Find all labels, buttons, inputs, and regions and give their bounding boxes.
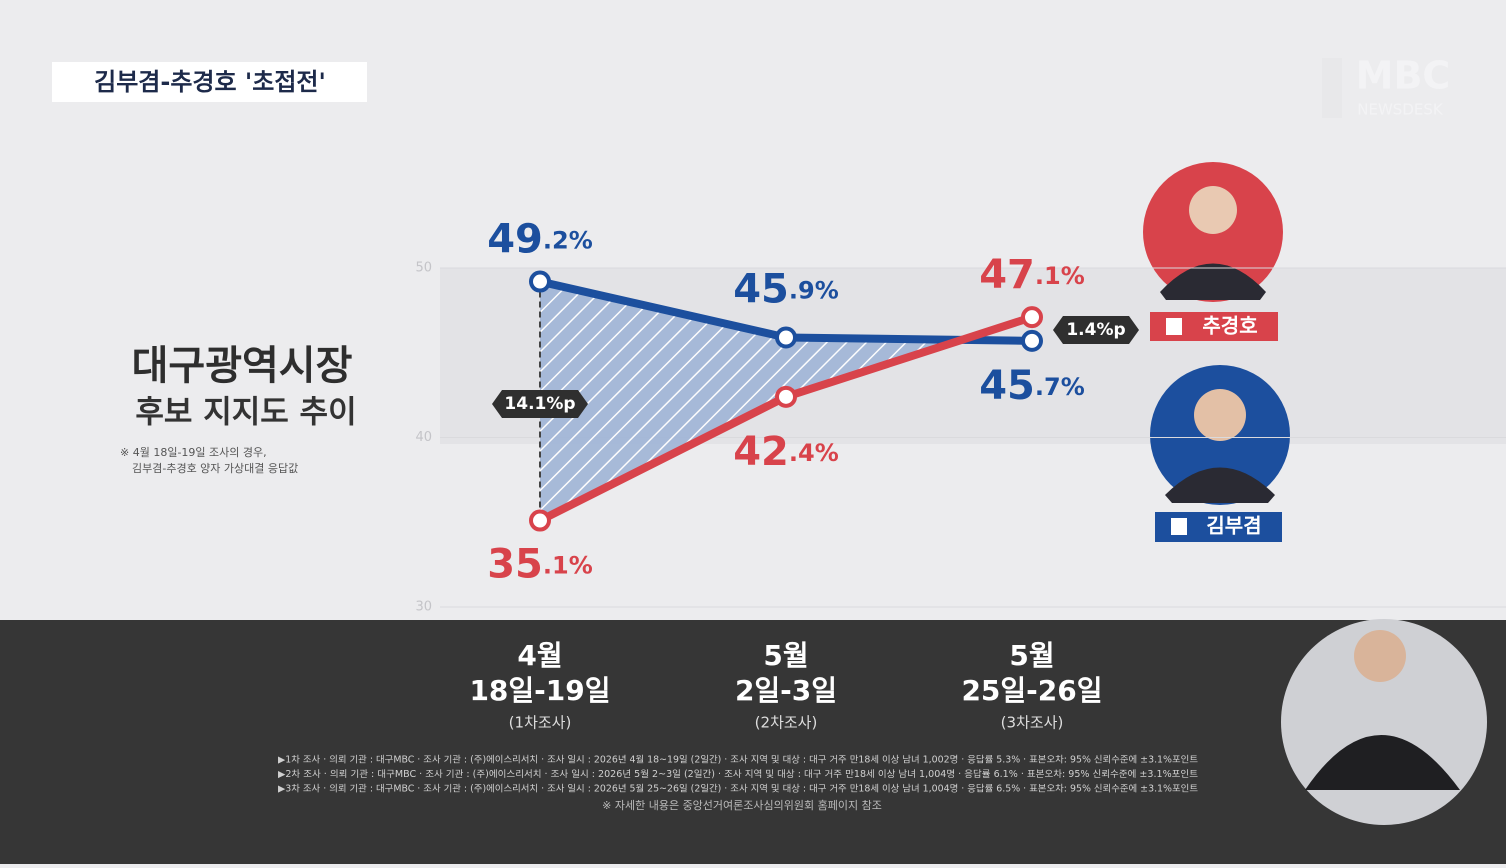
footer-line: ▶2차 조사 · 의뢰 기관 : 대구MBC · 조사 기관 : (주)에이스리… (278, 768, 1198, 780)
suit (1165, 467, 1275, 503)
footer-line: ▶3차 조사 · 의뢰 기관 : 대구MBC · 조사 기관 : (주)에이스리… (278, 783, 1198, 795)
value-label: 45.9% (733, 266, 839, 312)
x-tick-label: 4월 (517, 639, 562, 672)
chart-title: 대구광역시장 (132, 343, 353, 389)
party-icon (1166, 318, 1182, 335)
x-tick-label: 5월 (763, 639, 808, 672)
x-tick-round: (1차조사) (509, 714, 572, 732)
point (1021, 306, 1043, 329)
annotation: 14.1%p (504, 394, 575, 414)
x-tick-date: 18일-19일 (469, 674, 610, 707)
point (775, 326, 797, 349)
face (1194, 389, 1246, 441)
header-title: 김부겸-추경호 '초접전' (94, 68, 326, 96)
y-tick-label: 40 (415, 430, 432, 445)
footer: 4월18일-19일(1차조사)5월2일-3일(2차조사)5월25일-26일(3차… (278, 639, 1198, 812)
value-label: 42.4% (733, 429, 839, 475)
footer-note: ※ 자세한 내용은 중앙선거여론조사심의위원회 홈페이지 참조 (602, 798, 882, 812)
x-tick-label: 5월 (1009, 639, 1054, 672)
value-label: 35.1% (487, 542, 593, 588)
point (529, 270, 551, 293)
chart-subtitle: 후보 지지도 추이 (135, 395, 356, 431)
value-label: 49.2% (487, 217, 593, 263)
point (1021, 329, 1043, 352)
value-label: 45.7% (979, 363, 1085, 409)
footer-line: ▶1차 조사 · 의뢰 기관 : 대구MBC · 조사 기관 : (주)에이스리… (278, 754, 1198, 766)
interpreter-face (1354, 630, 1406, 682)
x-tick-round: (2차조사) (755, 714, 818, 732)
x-tick-date: 2일-3일 (735, 674, 837, 707)
point (775, 385, 797, 408)
annotation-box (492, 390, 588, 418)
point (529, 509, 551, 532)
note: ※ 4월 18일-19일 조사의 경우, (120, 445, 267, 459)
annotation-box (1053, 316, 1139, 344)
candidate-name: 김부겸 (1206, 514, 1261, 538)
footer-panel (0, 620, 1506, 864)
interpreter-body (1305, 735, 1460, 790)
y-tick-label: 30 (415, 600, 432, 615)
note: 김부겸-추경호 양자 가상대결 응답값 (132, 462, 298, 475)
x-tick-round: (3차조사) (1001, 714, 1064, 732)
logo-mark (1322, 58, 1342, 118)
x-tick-date: 25일-26일 (961, 674, 1102, 707)
value-label: 47.1% (979, 252, 1085, 298)
logo: MBC (1356, 54, 1451, 98)
logo-sub: NEWSDESK (1357, 101, 1444, 119)
annotation: 1.4%p (1066, 320, 1125, 340)
suit (1160, 263, 1266, 300)
party-icon (1171, 518, 1187, 535)
header-box (52, 62, 367, 102)
face (1189, 186, 1237, 234)
plot: 30 40 50 49.2% 45.9% 45.7% 35.1% 42.4% 47.1% 14.1… (415, 217, 1506, 615)
candidate-name: 추경호 (1202, 314, 1257, 338)
y-tick-label: 50 (415, 261, 432, 276)
